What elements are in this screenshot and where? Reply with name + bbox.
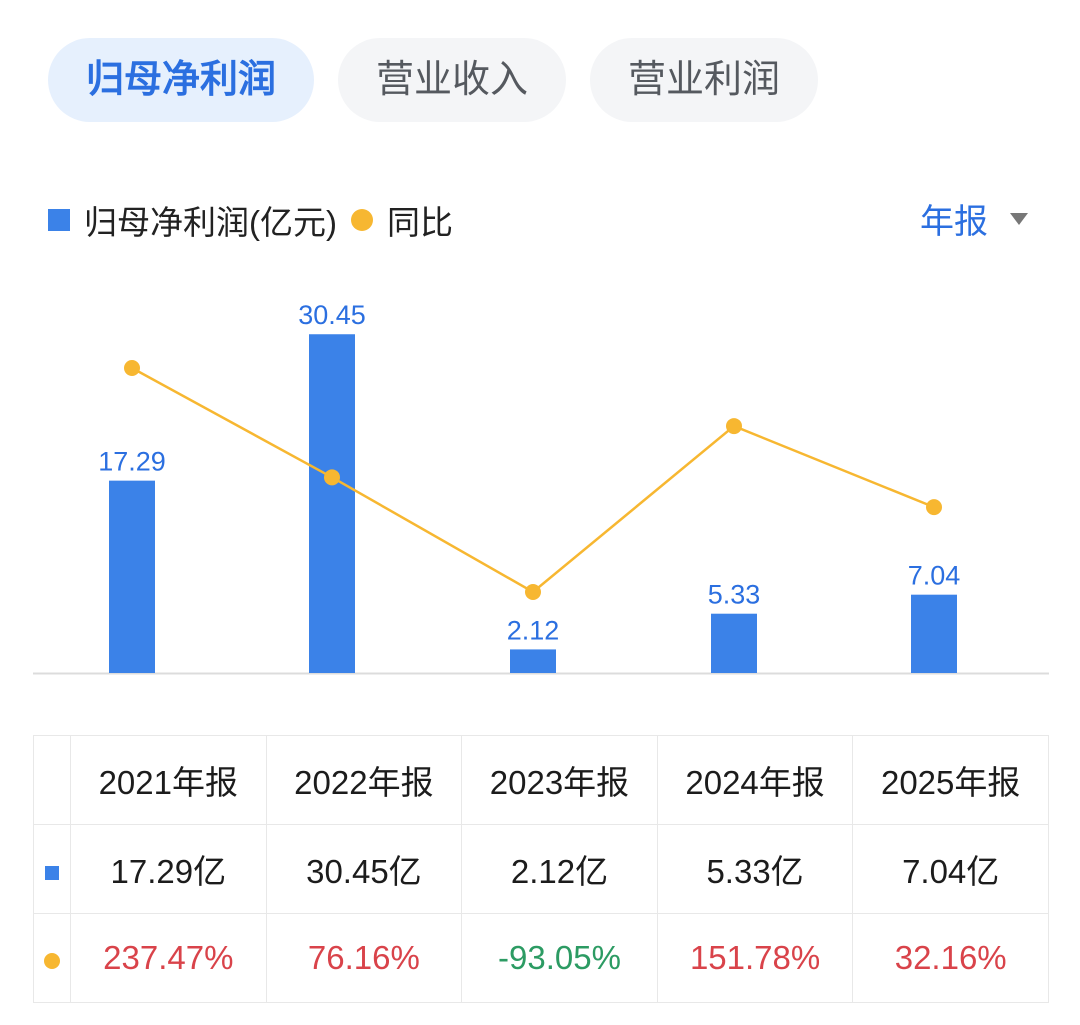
table-cell-profit: 7.04亿 xyxy=(852,824,1049,914)
bar xyxy=(711,613,757,673)
table-header-cell: 2021年报 xyxy=(70,735,267,825)
bar-legend-square-icon xyxy=(48,209,70,231)
period-selector[interactable]: 年报 xyxy=(920,194,1028,243)
data-table: 2021年报 2022年报 2023年报 2024年报 2025年报 17.29… xyxy=(33,735,1049,1003)
tab-net-profit[interactable]: 归母净利润 xyxy=(48,38,315,122)
bar-data-label: 5.33 xyxy=(708,580,761,610)
period-label: 年报 xyxy=(920,203,988,241)
bar-data-label: 2.12 xyxy=(507,615,560,645)
bar-data-label: 17.29 xyxy=(98,447,166,477)
table-cell-profit: 5.33亿 xyxy=(656,824,854,914)
yoy-point xyxy=(726,418,742,435)
table-header-cell: 2024年报 xyxy=(656,735,854,825)
yoy-point xyxy=(324,469,340,486)
yoy-line xyxy=(131,366,935,594)
yoy-point xyxy=(124,360,140,376)
chart-legend: 归母净利润(亿元) 同比 xyxy=(48,196,453,244)
profit-chart: 17.29 30.45 2.12 5.33 7.04 xyxy=(33,300,1049,675)
table-cell-profit: 2.12亿 xyxy=(461,824,658,914)
bar xyxy=(109,480,155,673)
line-legend-label: 同比 xyxy=(386,204,453,241)
bar-legend-label: 归母净利润(亿元) xyxy=(84,204,337,241)
table-cell-yoy: -93.05% xyxy=(461,913,658,1003)
table-cell-yoy: 76.16% xyxy=(265,913,463,1003)
bar-data-label: 30.45 xyxy=(298,300,366,330)
line-legend-dot-icon xyxy=(350,209,373,231)
table-corner-cell xyxy=(33,735,71,825)
bar-marker-square-icon xyxy=(45,866,59,880)
table-row-profit: 17.29亿 30.45亿 2.12亿 5.33亿 7.04亿 xyxy=(33,824,1049,914)
bar xyxy=(510,649,556,673)
table-row-yoy: 237.47% 76.16% -93.05% 151.78% 32.16% xyxy=(33,913,1049,1003)
tab-revenue[interactable]: 营业收入 xyxy=(338,38,567,122)
row-marker-cell xyxy=(33,913,71,1003)
yoy-point xyxy=(525,584,541,600)
line-marker-dot-icon xyxy=(44,953,60,969)
table-cell-profit: 30.45亿 xyxy=(265,824,463,914)
triangle-down-icon xyxy=(1010,212,1028,225)
metric-tabs: 归母净利润 营业收入 营业利润 xyxy=(48,38,819,122)
row-marker-cell xyxy=(33,824,71,914)
yoy-point xyxy=(926,499,942,516)
table-cell-profit: 17.29亿 xyxy=(70,824,267,914)
table-header-row: 2021年报 2022年报 2023年报 2024年报 2025年报 xyxy=(33,735,1049,825)
table-cell-yoy: 237.47% xyxy=(70,913,267,1003)
tab-operating-profit[interactable]: 营业利润 xyxy=(590,38,819,122)
bar-data-label: 7.04 xyxy=(908,561,961,591)
bar xyxy=(309,334,355,673)
table-header-cell: 2025年报 xyxy=(852,735,1049,825)
table-header-cell: 2022年报 xyxy=(265,735,463,825)
table-cell-yoy: 151.78% xyxy=(656,913,854,1003)
table-cell-yoy: 32.16% xyxy=(852,913,1049,1003)
table-header-cell: 2023年报 xyxy=(461,735,658,825)
bar xyxy=(911,594,957,673)
